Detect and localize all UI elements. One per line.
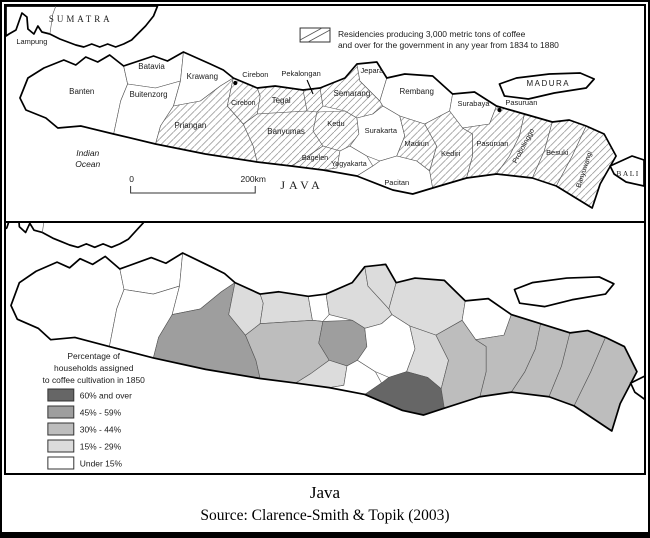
- scale-bar: [130, 186, 256, 194]
- caption-source: Source: Clarence-Smith & Topik (2003): [200, 507, 450, 524]
- legend-swatch-p30_44: [47, 422, 75, 436]
- region-label-pacitan: Pacitan: [384, 178, 409, 187]
- city-dot-cirebon: [233, 80, 238, 86]
- region-label-banten: Banten: [69, 87, 94, 96]
- region-label-yogyakarta: Yogyakarta: [331, 160, 367, 168]
- bottom-map-svg: Percentage of households assigned to coffe…: [6, 223, 644, 470]
- legend-swatch-under15: [47, 456, 75, 470]
- label-sumatra: SUMATRA: [49, 14, 113, 24]
- region-label-madiun: Madiun: [404, 139, 428, 148]
- top-legend-swatch-hatch: [299, 27, 331, 43]
- region-label-besuki: Besuki: [546, 148, 569, 157]
- legend-swatch-p15_29: [47, 439, 75, 453]
- figure-caption: Java Source: Clarence-Smith & Topik (200…: [4, 475, 646, 530]
- legend-label-over60: 60% and over: [80, 390, 132, 400]
- region-label-krawang: Krawang: [187, 72, 218, 81]
- region-label-semarang: Semarang: [334, 89, 371, 98]
- label-bali: BALI: [616, 169, 639, 178]
- region-label-priangan: Priangan: [174, 121, 206, 130]
- scale-bar-end: 200km: [241, 174, 266, 184]
- city-dot-pasuruan: [497, 107, 502, 113]
- region-label-batavia: Batavia: [138, 62, 165, 71]
- region-banten: [11, 256, 124, 346]
- bottom-legend-title-3: to coffee cultivation in 1850: [43, 375, 146, 385]
- bottom-legend-title-1: Percentage of: [67, 351, 120, 361]
- region-label-jepara: Jepara: [360, 66, 384, 75]
- label-lampung: Lampung: [16, 37, 47, 46]
- madura-landmass: [514, 277, 613, 307]
- region-label-pekalongan: Pekalongan: [281, 69, 320, 78]
- bottom-legend-title-2: households assigned: [54, 363, 134, 373]
- sumatra-landmass: [6, 6, 158, 47]
- bottom-island-group: [6, 223, 644, 431]
- madura-landmass: [499, 73, 594, 99]
- top-island-group: [6, 6, 644, 208]
- lampung-boundary-line: [50, 6, 56, 34]
- region-label-surakarta: Surakarta: [365, 126, 398, 135]
- region-label-kediri: Kediri: [441, 149, 460, 158]
- sumatra-landmass: [6, 223, 155, 247]
- legend-label-p45_59: 45% - 59%: [80, 407, 122, 417]
- legend-label-under15: Under 15%: [80, 458, 123, 468]
- bottom-map-panel: Percentage of households assigned to coffe…: [4, 223, 646, 475]
- java-coastline: [11, 253, 637, 431]
- region-label-kedu: Kedu: [327, 119, 344, 128]
- bali-landmass: [610, 156, 644, 186]
- label-madura: MADURA: [527, 79, 570, 88]
- top-legend-swatch: [299, 27, 331, 43]
- legend-label-p15_29: 15% - 29%: [80, 441, 122, 451]
- top-legend-line-1: Residencies producing 3,000 metric tons …: [338, 29, 526, 39]
- region-label-pasuruan: Pasuruan: [477, 139, 509, 148]
- scale-bar-start: 0: [129, 174, 134, 184]
- label-indian-ocean-1: Indian: [76, 148, 99, 158]
- legend-swatch-p45_59: [47, 405, 75, 419]
- region-label-buitenzorg: Buitenzorg: [130, 90, 168, 99]
- bali-landmass: [631, 372, 644, 406]
- region-label-banyumas: Banyumas: [267, 127, 305, 136]
- city-label-pasuruan: Pasuruan: [505, 98, 537, 107]
- region-label-bagelen: Bagelen: [302, 154, 328, 162]
- top-map-svg: Banten Batavia Buitenzorg Krawang Priangan Ci…: [6, 6, 644, 221]
- legend-label-p30_44: 30% - 44%: [80, 424, 122, 434]
- region-label-surabaya: Surabaya: [458, 99, 491, 108]
- caption-title: Java: [309, 483, 341, 502]
- city-label-cirebon: Cirebon: [242, 70, 268, 79]
- top-map-panel: Banten Batavia Buitenzorg Krawang Priangan Ci…: [4, 4, 646, 223]
- lampung-boundary-line: [42, 223, 48, 232]
- region-label-rembang: Rembang: [399, 87, 434, 96]
- java-coastline: [20, 52, 616, 208]
- region-label-cirebon: Cirebon: [231, 100, 255, 107]
- label-indian-ocean-2: Ocean: [75, 159, 100, 169]
- top-legend-line-2: and over for the government in any year …: [338, 40, 559, 50]
- region-label-tegal: Tegal: [272, 96, 291, 105]
- legend-swatch-over60: [47, 388, 75, 402]
- pekalongan-pointer-line: [306, 79, 314, 95]
- label-java: JAVA: [280, 178, 323, 192]
